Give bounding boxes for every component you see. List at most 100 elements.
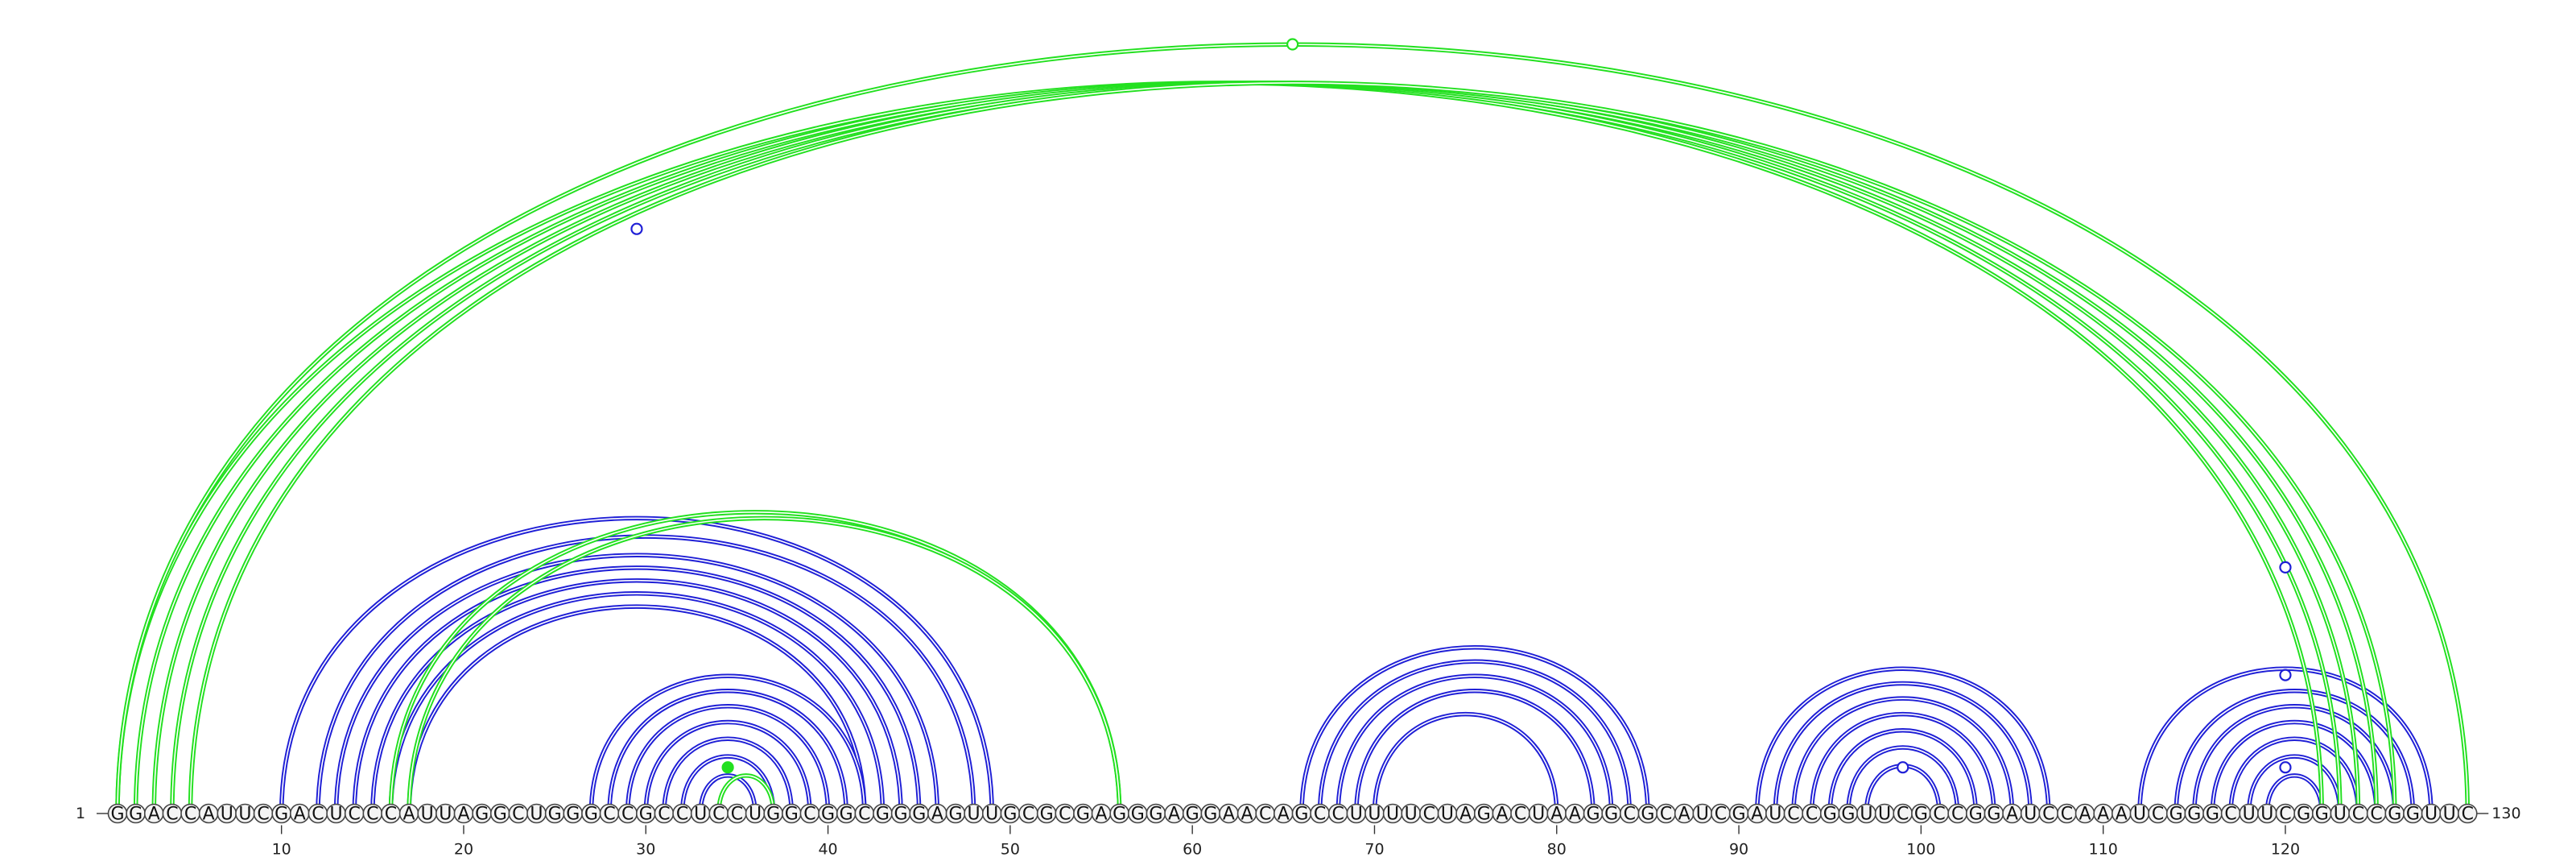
nucleotide: C — [1619, 803, 1640, 825]
nucleotide: A — [2002, 803, 2022, 825]
nucleotide-letter: G — [2297, 805, 2310, 825]
nucleotide: U — [1692, 803, 1713, 825]
nucleotide-letter: U — [2024, 805, 2037, 825]
nucleotide: G — [945, 803, 966, 825]
nucleotide-letter: A — [1496, 805, 1508, 825]
nucleotide-letter: A — [2097, 805, 2109, 825]
nucleotide-letter: G — [894, 805, 908, 825]
nucleotide-letter: U — [330, 805, 343, 825]
nucleotide-letter: C — [184, 805, 196, 825]
nucleotide-letter: U — [421, 805, 434, 825]
nucleotide: G — [1819, 803, 1840, 825]
green-arc-inner — [117, 43, 2469, 814]
nucleotide-letter: G — [110, 805, 124, 825]
nucleotide-letter: C — [603, 805, 615, 825]
nucleotide-letter: C — [2042, 805, 2054, 825]
green-arc — [188, 81, 2397, 814]
nucleotide: U — [745, 803, 766, 825]
nucleotide: G — [2165, 803, 2186, 825]
green-arc — [133, 81, 2343, 814]
pair-marker — [721, 761, 734, 774]
nucleotide: G — [635, 803, 656, 825]
nucleotide: C — [2366, 803, 2387, 825]
nucleotide-letter: C — [1259, 805, 1271, 825]
nucleotide: A — [143, 803, 164, 825]
nucleotide: U — [2330, 803, 2351, 825]
nucleotide-letter: C — [1314, 805, 1326, 825]
nucleotide: G — [909, 803, 930, 825]
blue-arc-inner — [280, 517, 993, 814]
nucleotide: C — [381, 803, 401, 825]
nucleotide-letter: G — [840, 805, 853, 825]
nucleotide-letter: A — [1278, 805, 1290, 825]
blue-arc — [1372, 711, 1559, 814]
nucleotide-letter: G — [2315, 805, 2329, 825]
nucleotide-letter: G — [1131, 805, 1145, 825]
nucleotide: C — [344, 803, 365, 825]
blue-arc — [1754, 666, 2051, 814]
blue-arc-inner — [590, 675, 865, 814]
nucleotide-letter: U — [968, 805, 980, 825]
nucleotide-letter: C — [1951, 805, 1963, 825]
blue-arc-inner — [1829, 729, 1977, 814]
nucleotide-letter: A — [2006, 805, 2018, 825]
nucleotide: G — [1200, 803, 1221, 825]
nucleotide-letter: A — [1459, 805, 1472, 825]
nucleotide-letter: G — [475, 805, 489, 825]
nucleotide-letter: A — [1569, 805, 1581, 825]
nucleotide: G — [2384, 803, 2405, 825]
nucleotide: U — [1364, 803, 1385, 825]
nucleotide-letter: C — [2152, 805, 2164, 825]
tick-label: 10 — [272, 841, 291, 857]
nucleotide-letter: C — [1332, 805, 1344, 825]
nucleotide-letter: G — [1076, 805, 1090, 825]
nucleotide-letter: U — [1878, 805, 1891, 825]
nucleotide: U — [690, 803, 711, 825]
nucleotide-letter: G — [1477, 805, 1491, 825]
blue-arc-inner — [2248, 756, 2341, 814]
nucleotide-letter: C — [1787, 805, 1799, 825]
blue-arc-inner — [2194, 706, 2396, 814]
nucleotide-letter: C — [366, 805, 378, 825]
nucleotide: G — [873, 803, 893, 825]
nucleotide-letter: G — [129, 805, 142, 825]
nucleotide: U — [2421, 803, 2442, 825]
nucleotide: G — [1583, 803, 1604, 825]
nucleotide-letter: C — [512, 805, 524, 825]
nucleotide: G — [1601, 803, 1621, 825]
nucleotide-letter: G — [1203, 805, 1217, 825]
nucleotide: C — [308, 803, 328, 825]
nucleotide: G — [1911, 803, 1931, 825]
nucleotide: C — [799, 803, 820, 825]
nucleotide: U — [1765, 803, 1785, 825]
blue-arc — [588, 673, 867, 814]
nucleotide: U — [1346, 803, 1367, 825]
blue-arc-inner — [663, 738, 793, 814]
nucleotide: C — [2275, 803, 2296, 825]
nucleotide: U — [417, 803, 438, 825]
nucleotide-letter: G — [1003, 805, 1017, 825]
nucleotide-letter: A — [1168, 805, 1180, 825]
nucleotide: C — [2457, 803, 2478, 825]
blue-arc-inner — [317, 536, 975, 814]
nucleotide: U — [1528, 803, 1549, 825]
nucleotide-letter: U — [749, 805, 762, 825]
blue-arc — [1299, 644, 1650, 814]
nucleotide: G — [1182, 803, 1203, 825]
tick-label: 80 — [1547, 841, 1567, 857]
nucleotide: A — [2074, 803, 2095, 825]
nucleotide-letter: A — [148, 805, 160, 825]
nucleotide: C — [1255, 803, 1275, 825]
tick-label: 100 — [1906, 841, 1935, 857]
nucleotide-letter: C — [2462, 805, 2474, 825]
nucleotide: C — [508, 803, 529, 825]
green-arc-inner — [171, 82, 2377, 814]
blue-arc-inner — [1337, 675, 1612, 814]
nucleotide: A — [1455, 803, 1476, 825]
nucleotide: A — [1492, 803, 1513, 825]
nucleotide: U — [1401, 803, 1422, 825]
nucleotide: U — [2129, 803, 2150, 825]
nucleotide-letter: G — [2388, 805, 2401, 825]
nucleotide: C — [1310, 803, 1330, 825]
